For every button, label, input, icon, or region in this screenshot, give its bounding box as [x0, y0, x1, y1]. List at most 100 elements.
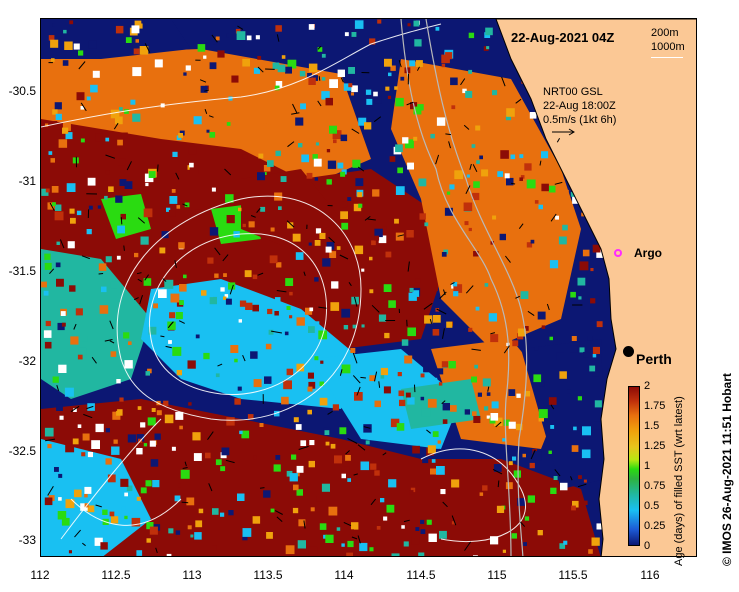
sst-pixel: [496, 505, 505, 513]
sst-pixel: [119, 179, 127, 186]
sst-pixel: [560, 482, 568, 491]
sst-pixel: [402, 137, 409, 144]
sst-pixel: [54, 102, 62, 110]
sst-pixel: [503, 419, 510, 426]
sst-pixel: [409, 490, 414, 495]
sst-pixel: [145, 480, 152, 487]
current-vector: [182, 467, 188, 469]
sst-pixel: [296, 363, 305, 372]
sst-pixel: [274, 85, 280, 91]
sst-pixel: [65, 132, 73, 140]
sst-pixel: [479, 492, 484, 496]
perth-marker[interactable]: [623, 346, 634, 357]
sst-pixel: [82, 433, 90, 441]
current-vector: [291, 112, 300, 115]
sst-pixel: [110, 109, 120, 119]
sst-pixel: [384, 58, 392, 67]
sst-pixel: [100, 542, 108, 550]
sst-pixel: [115, 195, 123, 203]
sst-field: [41, 19, 696, 556]
current-vector: [229, 284, 234, 295]
sst-pixel: [179, 425, 183, 430]
sst-pixel: [407, 397, 415, 405]
sst-pixel: [404, 355, 413, 364]
x-tick-label: 113.5: [253, 568, 283, 582]
sst-pixel: [289, 291, 293, 296]
current-vector: [416, 66, 420, 71]
current-vector: [442, 501, 448, 508]
sst-pixel: [341, 543, 345, 547]
sst-pixel: [124, 515, 128, 520]
sst-pixel: [577, 277, 586, 286]
current-vector: [317, 45, 322, 50]
sst-pixel: [407, 327, 416, 337]
sst-pixel: [451, 479, 460, 488]
sst-pixel: [313, 158, 322, 167]
sst-pixel: [395, 97, 404, 107]
sst-pixel: [376, 526, 381, 530]
sst-pixel: [75, 308, 83, 316]
sst-pixel: [285, 66, 292, 74]
current-vector: [378, 381, 381, 388]
current-vector: [182, 203, 188, 207]
sst-pixel: [263, 172, 267, 175]
sst-pixel: [555, 215, 559, 220]
sst-pixel: [263, 165, 271, 172]
sst-age-map[interactable]: [40, 18, 697, 557]
sst-pixel: [523, 326, 529, 331]
sst-pixel: [87, 452, 93, 458]
sst-pixel: [296, 465, 304, 473]
current-vector: [520, 521, 526, 527]
sst-pixel: [481, 169, 489, 177]
sst-pixel: [572, 500, 579, 508]
current-vector: [144, 274, 150, 281]
sst-pixel: [549, 260, 559, 269]
sst-pixel: [314, 177, 319, 181]
current-vector: [174, 260, 177, 268]
sst-pixel: [308, 24, 315, 30]
current-vector: [469, 163, 472, 170]
current-vector: [242, 355, 246, 362]
sst-pixel: [44, 341, 52, 349]
current-vector: [463, 124, 470, 130]
current-vector: [259, 487, 265, 489]
sst-pixel: [490, 241, 494, 245]
current-scale: 0.5m/s (1kt 6h): [543, 114, 617, 126]
sst-pixel: [275, 455, 281, 460]
sst-pixel: [180, 469, 190, 479]
sst-patch: [141, 279, 361, 409]
sst-pixel: [285, 545, 295, 555]
colorbar-tick: 1.75: [644, 400, 666, 412]
current-vector: [136, 272, 142, 275]
sst-pixel: [524, 516, 530, 521]
sst-pixel: [61, 517, 70, 526]
sst-pixel: [50, 158, 55, 163]
depth-legend-200m: 200m: [651, 27, 679, 39]
current-vector: [237, 25, 244, 30]
sst-pixel: [50, 39, 59, 48]
sst-pixel: [369, 375, 376, 382]
sst-pixel: [70, 336, 79, 345]
sst-pixel: [269, 255, 278, 264]
depth-contours: [41, 23, 527, 543]
current-vector: [256, 207, 261, 214]
sst-pixel: [176, 370, 182, 376]
sst-pixel: [415, 278, 421, 283]
sst-pixel: [149, 526, 158, 535]
sst-pixel: [113, 407, 118, 411]
sst-pixel: [420, 373, 425, 378]
current-vector: [217, 363, 223, 367]
sst-pixel: [350, 348, 356, 353]
sst-pixel: [159, 247, 166, 254]
sst-pixel: [44, 262, 52, 270]
sst-pixel: [91, 59, 100, 68]
sst-pixel: [94, 537, 103, 546]
sst-pixel: [255, 35, 260, 40]
sst-pixel: [286, 368, 294, 376]
sst-pixel: [330, 302, 340, 311]
sst-pixel: [205, 452, 211, 459]
argo-float-marker[interactable]: [614, 249, 622, 257]
sst-pixel: [295, 117, 304, 126]
sst-pixel: [441, 361, 449, 368]
sst-pixel: [454, 170, 464, 180]
